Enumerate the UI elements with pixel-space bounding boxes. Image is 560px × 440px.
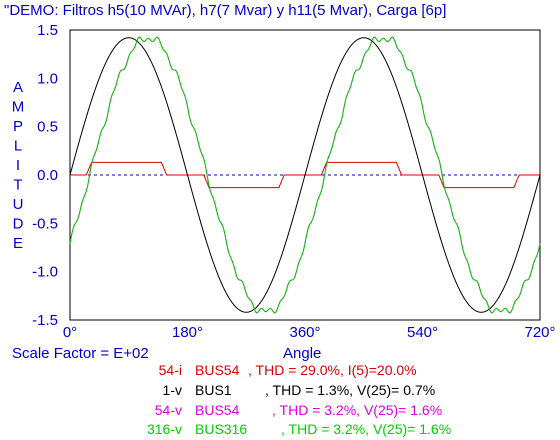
- y-axis-label-letter: D: [13, 216, 24, 233]
- legend-bus-name: BUS1: [195, 382, 232, 398]
- series-lines: [69, 36, 541, 314]
- y-axis-label-letter: M: [12, 99, 25, 116]
- y-tick-labels: 1.5 1.0 0.5 0.0 -0.5 -1.0 -1.5: [32, 22, 58, 329]
- x-tick-labels: 0° 180° 360° 540° 720°: [63, 324, 556, 341]
- series-line-316-v: [69, 36, 541, 314]
- x-tick-label: 540°: [407, 324, 438, 341]
- x-tick-label: 360°: [289, 324, 320, 341]
- y-tick-label: 1.5: [37, 22, 58, 39]
- legend-stats: , THD = 3.2%, V(25)= 1.6%: [272, 402, 442, 418]
- legend-series-name: 54-v: [155, 402, 182, 418]
- legend-series-name: 54-i: [159, 362, 182, 378]
- y-tick-label: 1.0: [37, 70, 58, 87]
- y-axis-label-letter: I: [16, 157, 20, 174]
- y-axis-label-letter: E: [13, 235, 23, 252]
- y-tick-label: 0.5: [37, 119, 58, 136]
- series-line-1-v: [69, 37, 541, 313]
- legend-bus-name: BUS54: [195, 402, 240, 418]
- chart-title: "DEMO: Filtros h5(10 MVAr), h7(7 Mvar) y…: [4, 2, 446, 19]
- legend-bus-name: BUS316: [195, 421, 247, 437]
- y-axis-label-letter: U: [13, 196, 24, 213]
- x-tick-label: 720°: [524, 324, 555, 341]
- x-tick-label: 180°: [172, 324, 203, 341]
- y-axis-label-letter: A: [13, 79, 23, 96]
- y-tick-label: -1.0: [32, 264, 58, 281]
- y-axis-label-letter: P: [13, 118, 23, 135]
- y-axis-label-letter: T: [13, 177, 22, 194]
- legend-stats: , THD = 1.3%, V(25)= 0.7%: [265, 382, 435, 398]
- x-axis-label: Angle: [283, 345, 321, 362]
- legend: 54-i BUS54 , THD = 29.0%, I(5)=20.0% 1-v BUS…: [147, 362, 451, 437]
- y-tick-label: 0.0: [37, 167, 58, 184]
- y-axis-label-letter: L: [14, 138, 22, 155]
- legend-bus-name: BUS54: [195, 362, 240, 378]
- y-tick-label: -0.5: [32, 215, 58, 232]
- legend-series-name: 1-v: [163, 382, 182, 398]
- y-tick-label: -1.5: [32, 312, 58, 329]
- scale-factor-label: Scale Factor = E+02: [12, 345, 149, 362]
- legend-series-name: 316-v: [147, 421, 182, 437]
- legend-stats: , THD = 3.2%, V(25)= 1.6%: [281, 421, 451, 437]
- x-tick-label: 0°: [63, 324, 77, 341]
- legend-stats: , THD = 29.0%, I(5)=20.0%: [248, 362, 417, 378]
